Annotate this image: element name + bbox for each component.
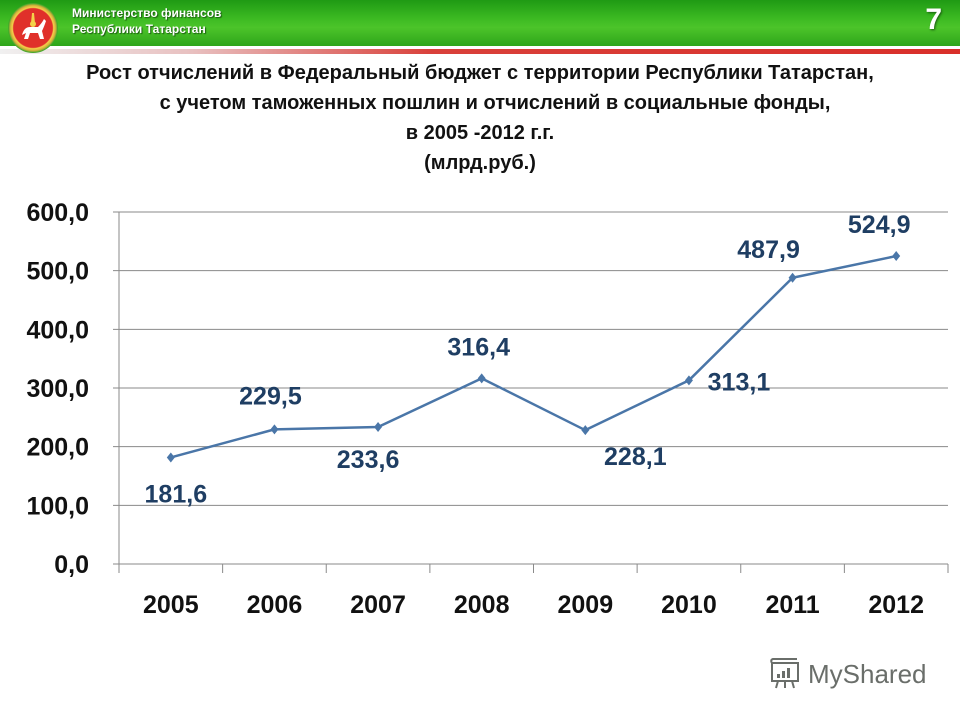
x-tick-label: 2007 bbox=[350, 591, 406, 619]
x-tick-label: 2008 bbox=[454, 591, 510, 619]
x-tick-label: 2009 bbox=[558, 591, 614, 619]
diamond-marker bbox=[374, 421, 383, 432]
y-tick-label: 0,0 bbox=[54, 551, 89, 579]
y-tick-label: 300,0 bbox=[26, 375, 89, 403]
title-line2: с учетом таможенных пошлин и отчислений … bbox=[159, 92, 831, 114]
data-label: 181,6 bbox=[145, 480, 208, 508]
diamond-marker bbox=[684, 375, 693, 386]
x-tick-label: 2006 bbox=[247, 591, 303, 619]
tatarstan-emblem-icon bbox=[8, 3, 58, 53]
org-name-line1: Министерство финансов bbox=[72, 6, 222, 20]
data-label: 229,5 bbox=[239, 382, 302, 410]
watermark-text: MyShared bbox=[808, 658, 927, 689]
data-series bbox=[166, 251, 901, 463]
title-line4: (млрд.руб.) bbox=[424, 152, 536, 174]
diamond-marker bbox=[166, 452, 175, 463]
watermark: MyShared bbox=[768, 656, 927, 692]
org-name-line2: Республики Татарстан bbox=[72, 22, 206, 36]
chart-title: Рост отчислений в Федеральный бюджет с т… bbox=[0, 58, 960, 178]
title-line1: Рост отчислений в Федеральный бюджет с т… bbox=[86, 62, 874, 84]
y-tick-label: 100,0 bbox=[26, 492, 89, 520]
slide-number: 7 bbox=[925, 3, 942, 36]
y-tick-label: 600,0 bbox=[26, 199, 89, 227]
x-axis: 2005 2006 2007 2008 2009 2010 2011 2012 bbox=[118, 212, 949, 619]
diamond-marker bbox=[892, 251, 901, 262]
diamond-marker bbox=[477, 373, 486, 384]
y-tick-label: 500,0 bbox=[26, 258, 89, 286]
x-tick-label: 2010 bbox=[661, 591, 717, 619]
y-tick-label: 200,0 bbox=[26, 434, 89, 462]
organization-name: Министерство финансов Республики Татарст… bbox=[72, 5, 221, 37]
series-line bbox=[170, 254, 897, 459]
title-line3: в 2005 -2012 г.г. bbox=[405, 122, 555, 144]
data-label: 228,1 bbox=[604, 443, 667, 471]
x-tick-label: 2011 bbox=[765, 591, 819, 619]
data-label: 233,6 bbox=[337, 446, 400, 474]
data-label: 313,1 bbox=[708, 368, 771, 396]
header-bar bbox=[0, 0, 960, 46]
header-stripe-white bbox=[0, 46, 960, 49]
data-labels: 181,6 229,5 233,6 316,4 228,1 313,1 487,9 524,9 bbox=[145, 211, 911, 508]
y-tick-label: 400,0 bbox=[26, 316, 89, 344]
data-label: 316,4 bbox=[447, 333, 510, 361]
y-axis-ticks: 0,0 100,0 200,0 300,0 400,0 500,0 600,0 bbox=[26, 199, 89, 579]
header-stripe-red bbox=[0, 49, 960, 54]
x-tick-label: 2012 bbox=[868, 591, 924, 619]
diamond-marker bbox=[581, 425, 590, 436]
data-label: 524,9 bbox=[848, 211, 911, 239]
presentation-board-icon bbox=[770, 658, 799, 689]
diamond-marker bbox=[270, 424, 279, 435]
x-tick-label: 2005 bbox=[143, 591, 199, 619]
chart-gridlines bbox=[113, 211, 948, 565]
data-label: 487,9 bbox=[737, 236, 800, 264]
diamond-marker bbox=[788, 272, 797, 283]
